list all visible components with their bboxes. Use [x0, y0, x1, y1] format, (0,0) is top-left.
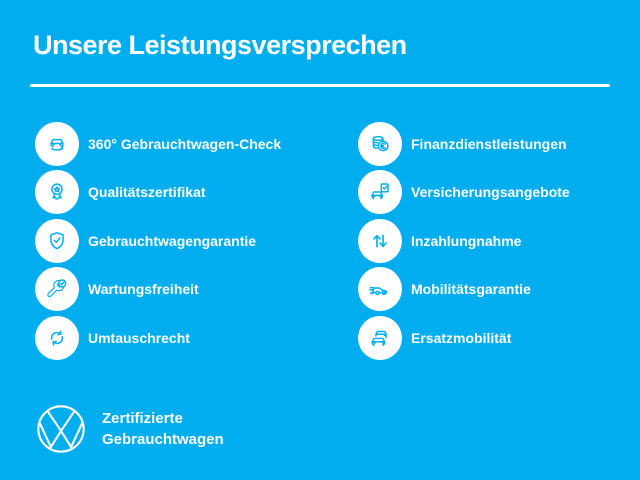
two-cars-icon [358, 315, 402, 360]
swap-arrows-icon [35, 315, 79, 360]
service-item-trade-in: Inzahlungnahme [358, 218, 570, 263]
title-divider [30, 84, 610, 87]
service-item-replacement-mobility: Ersatzmobilität [358, 315, 570, 360]
brand-line1: Zertifizierte [102, 410, 183, 427]
service-label: 360° Gebrauchtwagen-Check [88, 136, 282, 152]
service-item-used-car-warranty: Gebrauchtwagengarantie [35, 218, 281, 263]
brand-footer: Zertifizierte Gebrauchtwagen [36, 404, 224, 454]
service-label: Gebrauchtwagengarantie [88, 232, 257, 249]
quality-seal-icon [35, 170, 79, 215]
service-label: Qualitätszertifikat [88, 184, 206, 201]
service-item-exchange-right: Umtauschrecht [35, 315, 281, 360]
service-label: Inzahlungnahme [411, 232, 522, 249]
car-360-icon [35, 122, 79, 166]
service-item-360-check: 360° Gebrauchtwagen-Check [35, 122, 281, 166]
car-motion-icon [358, 267, 402, 312]
brand-wordmark: Zertifizierte Gebrauchtwagen [102, 408, 224, 450]
wrench-check-icon [35, 267, 79, 312]
service-label: Mobilitätsgarantie [411, 281, 531, 298]
page-title: Unsere Leistungsversprechen [33, 30, 407, 60]
service-item-quality-certificate: Qualitätszertifikat [35, 170, 281, 215]
shield-check-icon [35, 218, 79, 263]
service-item-maintenance-free: Wartungsfreiheit [35, 267, 281, 312]
service-label: Ersatzmobilität [411, 329, 512, 346]
service-item-insurance-offers: Versicherungsangebote [358, 170, 570, 215]
service-item-mobility-guarantee: Mobilitätsgarantie [358, 267, 570, 312]
service-item-financial-services: Finanzdienstleistungen [358, 122, 570, 166]
services-column-right: Finanzdienstleistungen Versicherungsange… [358, 122, 570, 360]
services-column-left: 360° Gebrauchtwagen-Check Qualitätszerti… [35, 122, 281, 360]
brand-line2: Gebrauchtwagen [102, 431, 224, 448]
coins-euro-icon [358, 122, 402, 166]
service-label: Finanzdienstleistungen [411, 136, 567, 152]
arrows-up-down-icon [358, 218, 402, 263]
service-label: Umtauschrecht [88, 329, 190, 346]
service-label: Versicherungsangebote [411, 184, 570, 201]
service-label: Wartungsfreiheit [88, 281, 199, 298]
vw-logo-icon [36, 404, 86, 454]
car-checklist-icon [358, 170, 402, 215]
